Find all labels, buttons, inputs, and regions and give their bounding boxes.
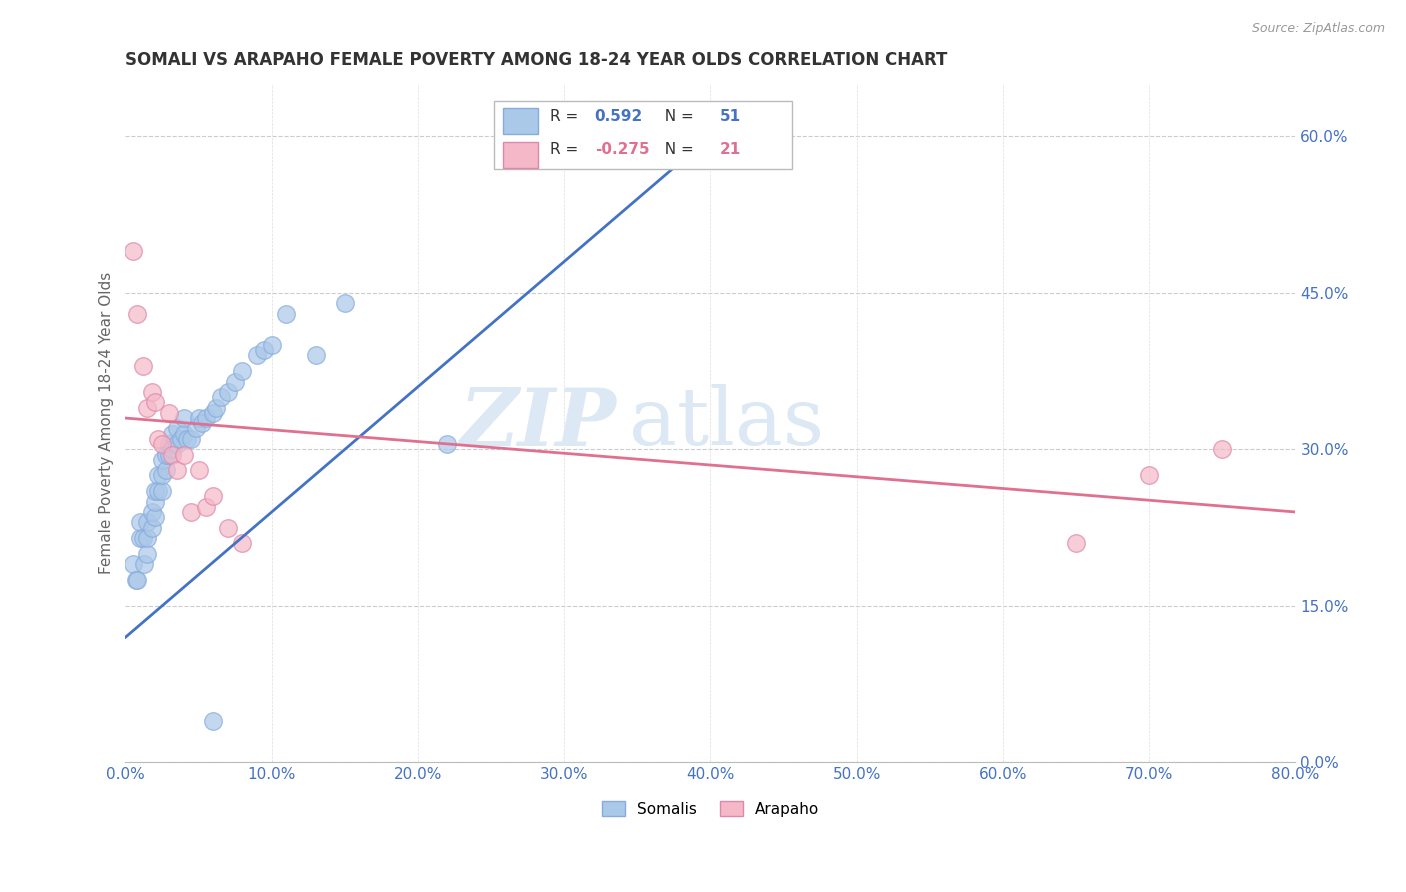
- FancyBboxPatch shape: [494, 101, 793, 169]
- Legend: Somalis, Arapaho: Somalis, Arapaho: [596, 795, 825, 822]
- Point: [170, 432, 193, 446]
- Point: [141, 384, 163, 399]
- Text: N =: N =: [655, 143, 699, 157]
- Point: [127, 573, 149, 587]
- Point: [136, 401, 159, 415]
- Point: [150, 452, 173, 467]
- Text: 21: 21: [720, 143, 741, 157]
- Point: [127, 307, 149, 321]
- Point: [143, 494, 166, 508]
- Point: [162, 448, 184, 462]
- Point: [173, 448, 195, 462]
- Point: [150, 484, 173, 499]
- Point: [166, 437, 188, 451]
- Point: [136, 547, 159, 561]
- Point: [146, 484, 169, 499]
- Point: [121, 244, 143, 258]
- Point: [333, 296, 356, 310]
- Point: [141, 521, 163, 535]
- Point: [184, 421, 207, 435]
- Point: [173, 426, 195, 441]
- Point: [217, 521, 239, 535]
- Point: [187, 463, 209, 477]
- Point: [205, 401, 228, 415]
- Point: [190, 417, 212, 431]
- Point: [180, 505, 202, 519]
- Point: [173, 411, 195, 425]
- Point: [134, 557, 156, 571]
- Text: N =: N =: [655, 109, 699, 123]
- Point: [155, 448, 177, 462]
- Text: ZIP: ZIP: [460, 384, 617, 462]
- Point: [125, 573, 148, 587]
- Point: [136, 516, 159, 530]
- Point: [129, 531, 152, 545]
- Point: [253, 343, 276, 358]
- Point: [141, 505, 163, 519]
- Text: R =: R =: [550, 109, 583, 123]
- Point: [146, 432, 169, 446]
- Point: [162, 426, 184, 441]
- Point: [146, 468, 169, 483]
- Point: [231, 364, 253, 378]
- Point: [209, 390, 232, 404]
- Point: [304, 348, 326, 362]
- Point: [176, 432, 198, 446]
- Point: [143, 484, 166, 499]
- Text: 51: 51: [720, 109, 741, 123]
- Y-axis label: Female Poverty Among 18-24 Year Olds: Female Poverty Among 18-24 Year Olds: [100, 272, 114, 574]
- Point: [187, 411, 209, 425]
- Point: [150, 437, 173, 451]
- Point: [224, 375, 246, 389]
- Point: [166, 421, 188, 435]
- Point: [217, 384, 239, 399]
- Text: Source: ZipAtlas.com: Source: ZipAtlas.com: [1251, 22, 1385, 36]
- Point: [129, 516, 152, 530]
- Point: [132, 359, 155, 373]
- Point: [157, 437, 180, 451]
- Point: [1211, 442, 1233, 457]
- Point: [155, 463, 177, 477]
- FancyBboxPatch shape: [503, 108, 538, 134]
- Point: [162, 442, 184, 457]
- Point: [194, 500, 217, 514]
- Point: [276, 307, 298, 321]
- Text: SOMALI VS ARAPAHO FEMALE POVERTY AMONG 18-24 YEAR OLDS CORRELATION CHART: SOMALI VS ARAPAHO FEMALE POVERTY AMONG 1…: [125, 51, 948, 69]
- FancyBboxPatch shape: [503, 142, 538, 168]
- Point: [194, 411, 217, 425]
- Point: [1137, 468, 1160, 483]
- Text: 0.592: 0.592: [595, 109, 643, 123]
- Point: [231, 536, 253, 550]
- Text: atlas: atlas: [628, 384, 824, 462]
- Point: [132, 531, 155, 545]
- Point: [1064, 536, 1087, 550]
- Point: [180, 432, 202, 446]
- Point: [136, 531, 159, 545]
- Point: [157, 448, 180, 462]
- Point: [121, 557, 143, 571]
- Point: [246, 348, 269, 362]
- Point: [150, 468, 173, 483]
- Point: [166, 463, 188, 477]
- Point: [202, 489, 225, 503]
- Point: [202, 406, 225, 420]
- Point: [143, 510, 166, 524]
- Point: [202, 714, 225, 728]
- Text: -0.275: -0.275: [595, 143, 650, 157]
- Point: [143, 395, 166, 409]
- Point: [157, 406, 180, 420]
- Text: R =: R =: [550, 143, 583, 157]
- Point: [436, 437, 458, 451]
- Point: [260, 338, 283, 352]
